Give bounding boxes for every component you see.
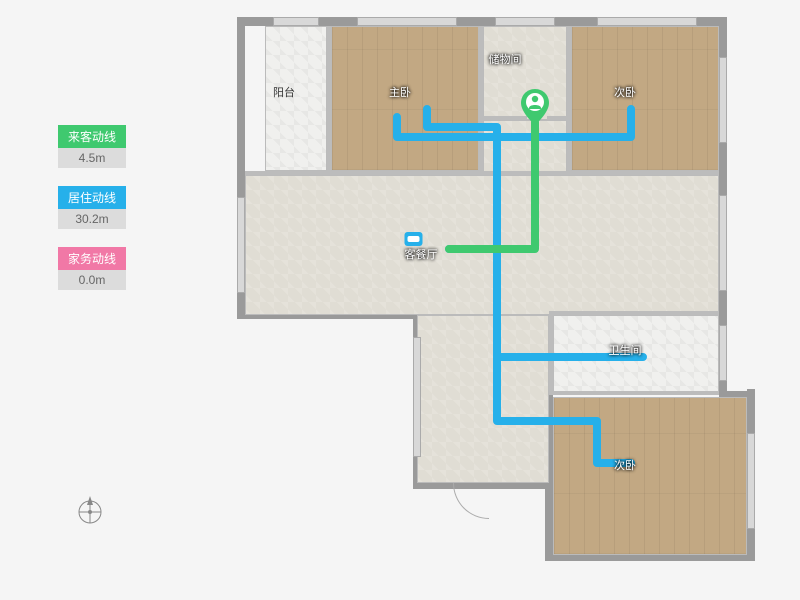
legend-item-housework: 家务动线 0.0m (58, 247, 126, 290)
room-label-bathroom: 卫生间 (609, 342, 642, 358)
inner-wall (567, 26, 571, 175)
bed-icon (405, 232, 423, 246)
legend-value-housework: 0.0m (58, 270, 126, 290)
room-label-text: 卫生间 (609, 345, 642, 357)
legend-item-visitor: 来客动线 4.5m (58, 125, 126, 168)
legend-label-visitor: 来客动线 (58, 125, 126, 148)
window (747, 433, 755, 529)
room-label-text: 储物间 (489, 54, 522, 66)
window (597, 17, 697, 26)
room-hall_lower (417, 315, 549, 483)
inner-wall (547, 116, 571, 120)
window (495, 17, 555, 26)
inner-wall (245, 171, 719, 175)
room-bedroom2_bot (553, 397, 747, 555)
inner-wall (549, 391, 719, 395)
room-label-bedroom2_bot: 次卧 (614, 457, 636, 473)
compass-icon (70, 490, 110, 530)
window (719, 325, 727, 381)
window (719, 195, 727, 291)
person-marker-icon (521, 89, 549, 125)
legend-label-housework: 家务动线 (58, 247, 126, 270)
inner-wall (549, 311, 553, 395)
window (357, 17, 457, 26)
room-label-storage: 储物间 (489, 51, 522, 67)
floor-plan: 阳台主卧储物间次卧客餐厅卫生间次卧 (237, 17, 757, 572)
room-entry_area (483, 120, 567, 175)
inner-wall (479, 26, 483, 175)
inner-wall (549, 311, 719, 315)
legend-label-resident: 居住动线 (58, 186, 126, 209)
room-label-text: 主卧 (389, 87, 411, 99)
legend-item-resident: 居住动线 30.2m (58, 186, 126, 229)
room-living (245, 175, 719, 315)
legend: 来客动线 4.5m 居住动线 30.2m 家务动线 0.0m (58, 125, 126, 308)
window (413, 337, 421, 457)
legend-value-visitor: 4.5m (58, 148, 126, 168)
room-label-living: 客餐厅 (405, 232, 438, 262)
window (237, 197, 245, 293)
room-label-bedroom2_top: 次卧 (614, 84, 636, 100)
room-label-text: 阳台 (273, 87, 295, 99)
room-label-text: 次卧 (614, 460, 636, 472)
window (719, 57, 727, 143)
room-label-text: 客餐厅 (405, 249, 438, 261)
room-label-balcony: 阳台 (273, 84, 295, 100)
room-label-text: 次卧 (614, 87, 636, 99)
legend-value-resident: 30.2m (58, 209, 126, 229)
room-bedroom2_top (571, 26, 719, 171)
door (453, 483, 489, 519)
window (273, 17, 319, 26)
inner-wall (327, 26, 331, 175)
room-label-master_bedroom: 主卧 (389, 84, 411, 100)
